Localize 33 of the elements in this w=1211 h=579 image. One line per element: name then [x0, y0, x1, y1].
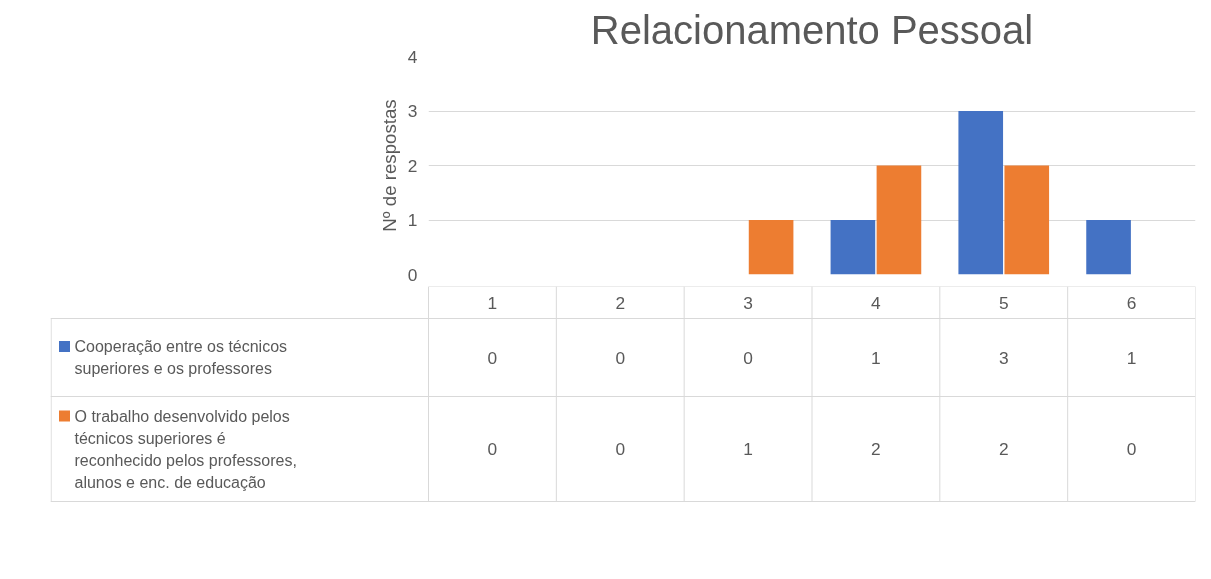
- data-label: 3: [998, 347, 1009, 368]
- bar: [748, 220, 794, 275]
- y-tick-label: 2: [407, 155, 418, 176]
- data-label: 1: [1126, 347, 1137, 368]
- x-tick-label: 4: [871, 292, 882, 313]
- bar: [1004, 165, 1050, 275]
- y-tick-label: 1: [407, 210, 418, 230]
- bar: [958, 111, 1004, 275]
- y-tick-label: 0: [407, 264, 418, 285]
- y-tick-label: 3: [407, 101, 418, 121]
- x-tick-label: 3: [743, 292, 753, 313]
- x-tick-label: 2: [615, 292, 626, 313]
- data-label: 2: [871, 439, 881, 459]
- data-label: 0: [743, 347, 753, 368]
- bar: [876, 165, 922, 275]
- bar: [1086, 220, 1131, 275]
- x-tick-label: 1: [487, 292, 498, 313]
- data-label: 0: [615, 347, 626, 368]
- data-label: 0: [487, 439, 498, 459]
- data-label: 1: [743, 439, 753, 459]
- y-tick-label: 4: [407, 46, 418, 67]
- chart-title: Relacionamento Pessoal: [590, 7, 1034, 52]
- y-axis-title: Nº de respostas: [378, 99, 400, 232]
- data-label: 2: [998, 439, 1009, 459]
- x-tick-label: 5: [998, 292, 1009, 313]
- bar: [830, 220, 876, 275]
- legend-label: Cooperação entre os técnicos superiores e os professores: [74, 338, 288, 377]
- data-label: 0: [615, 439, 626, 459]
- data-label: 0: [1126, 439, 1137, 459]
- data-label: 1: [871, 347, 881, 368]
- x-tick-label: 6: [1126, 292, 1137, 313]
- data-label: 0: [487, 347, 498, 368]
- legend-label: O trabalho desenvolvido pelos técnicos superiores é reconhecido pelos professores, alunos e enc. de educação: [74, 407, 297, 491]
